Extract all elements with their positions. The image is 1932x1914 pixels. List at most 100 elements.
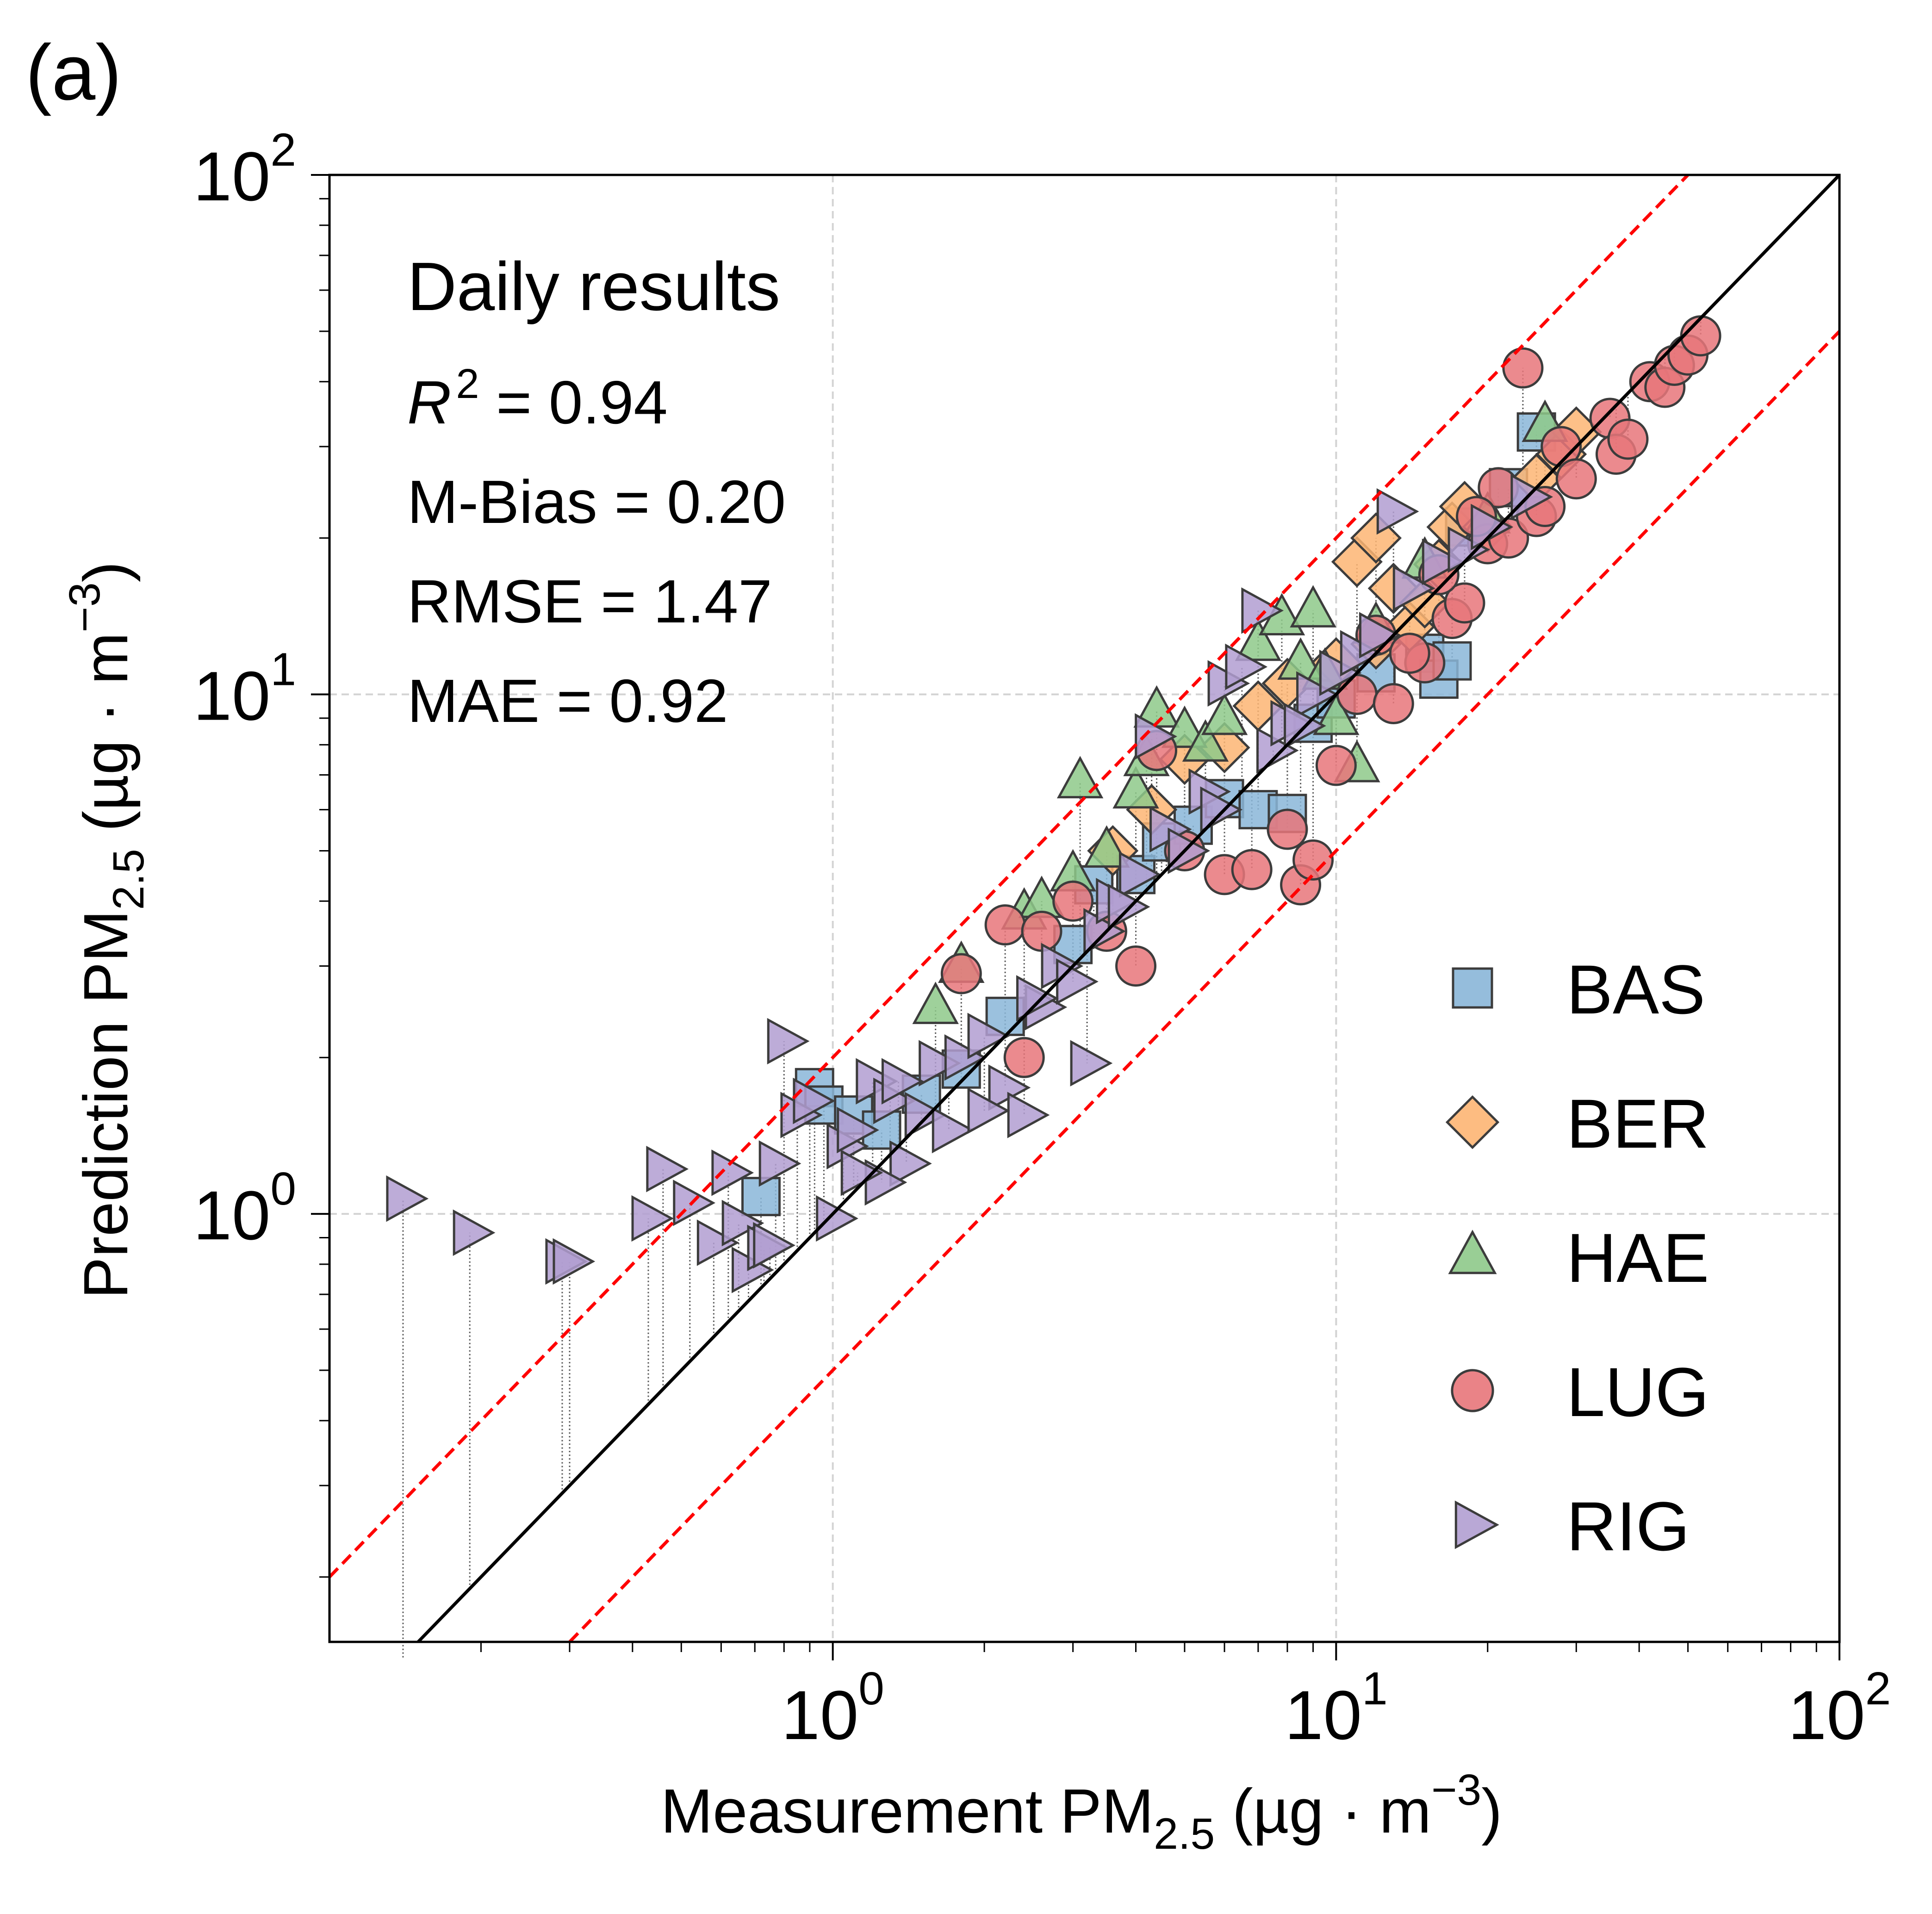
y-axis-label-unit: (µg · m	[71, 633, 141, 849]
point-rig	[932, 1106, 975, 1154]
point-rig	[1392, 565, 1435, 612]
x-axis-label-main: Measurement PM	[661, 1776, 1154, 1846]
rmse-annotation: RMSE = 1.47	[407, 567, 772, 635]
point-hae	[1083, 825, 1130, 868]
reference-lines	[328, 174, 1841, 1643]
mae-annotation: MAE = 0.92	[407, 667, 728, 735]
point-lug	[1555, 458, 1597, 500]
point-lug	[984, 904, 1026, 946]
point-rig	[1471, 503, 1513, 551]
mbias-annotation: M-Bias = 0.20	[407, 468, 786, 536]
legend-label-ber: BER	[1566, 1085, 1709, 1162]
point-hae	[1313, 692, 1360, 735]
point-rig	[967, 1013, 1010, 1059]
point-hae	[912, 982, 959, 1024]
point-lug	[1292, 839, 1334, 881]
point-lug	[1115, 945, 1157, 987]
y-tick-label: 100	[193, 1163, 296, 1254]
y-axis-label-main: Prediction PM	[71, 910, 141, 1299]
x-axis-label-superscript: −3	[1431, 1765, 1481, 1815]
point-hae	[1182, 719, 1229, 762]
y-axis-label: Prediction PM2.5 (µg · m−3)	[60, 561, 153, 1299]
legend-marker-hae	[1448, 1230, 1497, 1274]
point-rig	[753, 1222, 795, 1269]
x-tick-label-base: 10	[781, 1676, 858, 1754]
point-lug	[1680, 315, 1721, 357]
legend-marker-lug	[1451, 1369, 1494, 1412]
point-lug	[1444, 582, 1485, 624]
legend-item-hae: HAE	[1448, 1219, 1709, 1297]
point-rig	[881, 1058, 924, 1105]
point-rig	[1241, 587, 1284, 634]
point-lug	[1231, 849, 1273, 890]
point-rig	[696, 1219, 739, 1266]
point-rig	[1168, 827, 1211, 874]
series-rig	[386, 473, 1553, 1293]
reference-line-identity	[417, 174, 1841, 1643]
plot-frame	[328, 174, 1841, 1643]
y-axis-label-close: )	[71, 561, 141, 582]
point-rig	[1422, 538, 1465, 585]
point-rig	[1225, 643, 1268, 690]
r2-symbol: R	[407, 368, 451, 436]
data-points	[386, 315, 1721, 1293]
point-hae	[1201, 692, 1248, 735]
point-rig	[646, 1145, 689, 1193]
y-tick-label-base: 10	[193, 137, 271, 215]
point-rig	[1359, 612, 1402, 659]
point-rig	[837, 1106, 879, 1154]
point-rig	[793, 1077, 836, 1125]
point-rig	[919, 1040, 961, 1087]
y-tick-label-base: 10	[193, 1176, 271, 1254]
point-rig	[1200, 786, 1243, 833]
point-lug	[1003, 1037, 1045, 1078]
x-tick-label: 102	[1788, 1663, 1891, 1754]
y-axis-label-superscript: −3	[60, 582, 109, 632]
x-tick-label-exponent: 0	[858, 1663, 884, 1715]
grid-lines	[329, 175, 1839, 1642]
point-lug	[1267, 808, 1308, 850]
reference-line-lower	[568, 330, 1841, 1643]
stats-title: Daily results	[407, 249, 780, 325]
point-rig	[1376, 488, 1419, 535]
point-rig	[758, 1140, 801, 1187]
point-rig	[767, 1018, 810, 1065]
point-lug	[1502, 347, 1544, 389]
point-hae	[1290, 585, 1336, 628]
y-tick-label-base: 10	[193, 657, 271, 735]
point-rig	[1319, 649, 1362, 696]
point-lug	[1389, 633, 1430, 674]
x-tick-label: 101	[1285, 1663, 1387, 1754]
y-tick-label-exponent: 0	[270, 1163, 296, 1215]
point-rig	[386, 1175, 429, 1222]
point-lug	[1315, 745, 1357, 786]
x-tick-label: 100	[781, 1663, 884, 1754]
reference-line-upper	[328, 174, 1690, 1578]
major-ticks	[311, 174, 1840, 1660]
point-rig	[967, 1087, 1010, 1134]
panel-label: (a)	[25, 29, 122, 117]
point-hae	[1056, 756, 1104, 799]
r2-exponent: 2	[456, 361, 479, 407]
point-rig	[889, 1140, 932, 1187]
point-lug	[940, 953, 982, 994]
legend: BAS BER HAE LUG RIG	[1445, 951, 1709, 1565]
point-rig	[553, 1238, 596, 1285]
x-tick-label-base: 10	[1788, 1676, 1865, 1754]
point-rig	[1510, 473, 1553, 520]
x-tick-label-base: 10	[1285, 1676, 1362, 1754]
point-lug	[1052, 880, 1094, 922]
legend-marker-bas	[1452, 967, 1493, 1009]
legend-item-ber: BER	[1445, 1085, 1709, 1162]
y-tick-label: 102	[193, 124, 296, 215]
legend-item-rig: RIG	[1454, 1487, 1690, 1565]
x-tick-label-exponent: 1	[1362, 1663, 1388, 1715]
legend-label-bas: BAS	[1566, 951, 1705, 1028]
point-rig	[1016, 975, 1059, 1022]
y-tick-label-exponent: 1	[270, 644, 296, 696]
legend-marker-ber	[1445, 1095, 1500, 1150]
x-axis-label: Measurement PM2.5 (µg · m−3)	[661, 1765, 1503, 1858]
point-rig	[944, 1034, 987, 1081]
